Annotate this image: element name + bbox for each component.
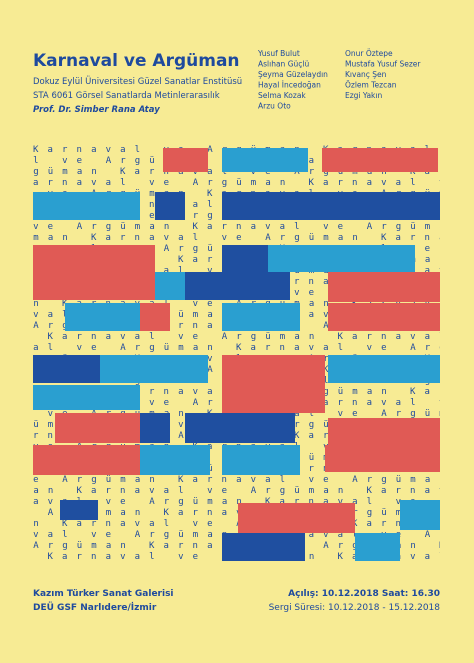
block [65,303,140,331]
pattern-text: Karnaval ve Argüman [410,387,474,397]
pattern-text: Karnaval ve Argüman [48,552,324,562]
pattern-text: Karnaval ve Argüman [193,442,469,452]
block [140,445,210,475]
pattern-text: Karnaval ve Argüman [381,233,474,243]
pattern-text: Karnaval ve Argüman [352,519,474,529]
pattern-text: Karnaval ve Argüman [0,519,48,529]
pattern-text: Karnaval ve Argüman [77,266,353,276]
block [60,500,98,520]
block [222,533,305,561]
professor: Prof. Dr. Simber Rana Atay [33,105,160,115]
block [33,385,140,410]
block [222,355,325,385]
pattern-text: Karnaval ve Argüman [0,222,178,232]
pattern-text: Karnaval ve Argüman [19,178,295,188]
pattern-text: Karnaval ve Argüman [0,486,62,496]
block [55,413,140,443]
pattern-text: Karnaval ve Argüman [0,475,164,485]
block [33,272,155,300]
block [33,192,140,220]
pattern-text: Karnaval ve Argüman [0,530,236,540]
block [293,192,440,220]
block [155,192,185,220]
artist-name: Selma Kozak [258,91,306,100]
artist-name: Mustafa Yusuf Sezer [345,60,421,69]
block [100,355,208,383]
institution: Dokuz Eylül Üniversitesi Güzel Sanatlar … [33,76,242,87]
block [325,445,440,472]
block [328,303,440,331]
pattern-text: Karnaval ve Argüman [77,486,353,496]
duration: Sergi Süresi: 10.12.2018 - 15.12.2018 [269,603,441,613]
block [322,148,438,172]
address: DEÜ GSF Narlıdere/İzmir [33,602,157,613]
artist-name: Arzu Oto [258,102,291,111]
block [185,413,295,443]
block [328,418,440,445]
artist-name: Aslıhan Güçlü [258,60,309,69]
artist-name: Ezgi Yakın [345,91,382,100]
block [268,245,415,272]
pattern-text: Karnaval ve Argüman [19,398,295,408]
block [222,148,308,172]
pattern-text: Karnaval ve Argüman [0,343,222,353]
block [238,503,355,533]
artist-name: Onur Öztepe [345,49,393,58]
block [33,445,140,475]
blocks [33,148,440,561]
block [140,303,170,331]
artist-name: Şeyma Güzelaydın [258,70,328,79]
block [222,385,325,413]
pattern-text: Karnaval ve Argüman [164,288,440,298]
block [355,533,400,561]
block [33,245,155,272]
pattern-text: Karnaval ve Argüman [236,343,474,353]
block [400,500,440,530]
pattern-text: Karnaval ve Argüman [251,530,474,540]
block [222,245,268,275]
block [222,445,300,475]
pattern-text: Karnaval ve Argüman [0,233,77,243]
pattern-text: Karnaval ve Argüman [91,233,367,243]
artist-name: Yusuf Bulut [257,49,300,58]
pattern-text: Karnaval ve Argüman [62,299,338,309]
block [163,148,208,172]
pattern-text: Karnaval ve Argüman [309,398,474,408]
block [140,413,170,443]
pattern-text: Karnaval ve Argüman [193,222,469,232]
course: STA 6061 Görsel Sanatlarda Metinlerarası… [33,91,220,101]
artist-name: Özlem Tezcan [345,81,397,90]
block [155,272,185,300]
block [185,272,290,300]
pattern-text: Karnaval ve Argüman [0,541,135,551]
title: Karnaval ve Argüman [33,51,240,71]
pattern-text: Karnaval ve Argüman [0,299,48,309]
pattern-text: Karnaval ve Argüman [338,332,474,342]
pattern-text: Karnaval ve Argüman [0,167,106,177]
pattern-text: Karnaval ve Argüman [0,497,251,507]
pattern-text: Karnaval ve Argüman [48,332,324,342]
block [328,355,440,383]
pattern-text: Karnaval ve Argüman [439,541,474,551]
pattern-text: Karnaval ve Argüman [62,519,338,529]
block [328,272,440,302]
pattern-text: Karnaval ve Argüman [309,178,474,188]
pattern-text: Karnaval ve Argüman [207,409,474,419]
block [222,192,293,220]
pattern-text: Karnaval ve Argüman [367,486,474,496]
venue: Kazım Türker Sanat Galerisi [33,589,174,599]
pattern-text: Karnaval ve Argüman [178,475,454,485]
pattern-text: Karnaval ve Argüman [4,211,280,221]
block [33,355,100,383]
pattern-text: Karnaval ve Argüman [0,156,207,166]
artist-name: Kıvanç Şen [345,70,387,79]
opening: Açılış: 10.12.2018 Saat: 16.30 [288,589,440,599]
block [222,303,300,331]
pattern-text: Karnaval ve Argüman [265,497,474,507]
artist-name: Hayal İncedoğan [258,81,321,90]
